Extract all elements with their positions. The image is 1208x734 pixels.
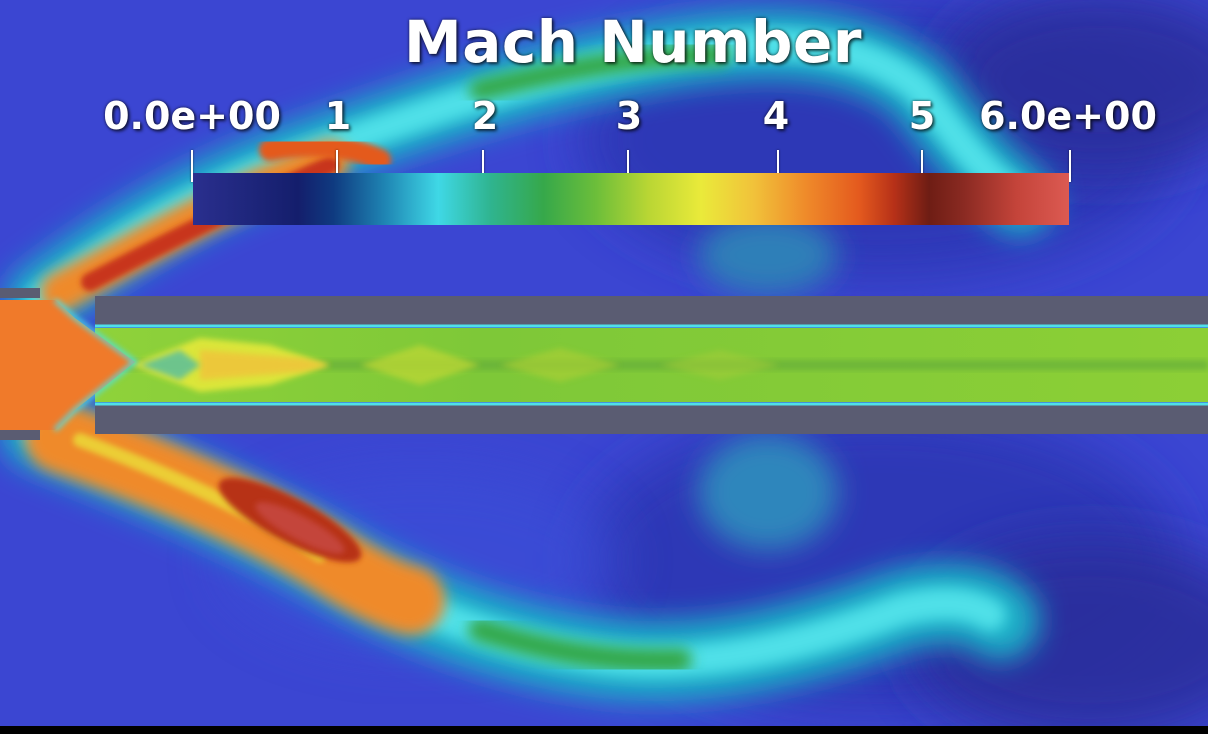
colorbar-tick-label: 3 (615, 94, 643, 138)
upper-duct-wall (95, 296, 1208, 326)
colorbar-tick-label: 1 (324, 94, 352, 138)
colorbar-tick-label: 2 (471, 94, 499, 138)
colorbar-tick-mark (627, 150, 629, 182)
colorbar-tick-mark (1069, 150, 1071, 182)
colorbar-tick-mark (482, 150, 484, 182)
duct-walls (0, 288, 1208, 440)
colorbar-tick-mark (921, 150, 923, 182)
colorbar-tick-label: 5 (908, 94, 936, 138)
lower-duct-wall (95, 404, 1208, 434)
supersonic-core (95, 328, 1208, 402)
colorbar-title: Mach Number (404, 8, 862, 76)
colorbar-tick-mark (191, 150, 193, 182)
colorbar (193, 173, 1069, 225)
colorbar-tick-label: 0.0e+00 (103, 94, 281, 138)
upper-lip-wall (0, 288, 40, 298)
lower-lip-wall (0, 430, 40, 440)
colorbar-tick-mark (336, 150, 338, 182)
colorbar-tick-mark (777, 150, 779, 182)
recirculation-bubbles (698, 215, 838, 550)
jet-inlet (0, 298, 139, 432)
colorbar-tick-label: 4 (762, 94, 790, 138)
colorbar-tick-label: 6.0e+00 (979, 94, 1157, 138)
lower-shear-layer (0, 390, 1040, 702)
